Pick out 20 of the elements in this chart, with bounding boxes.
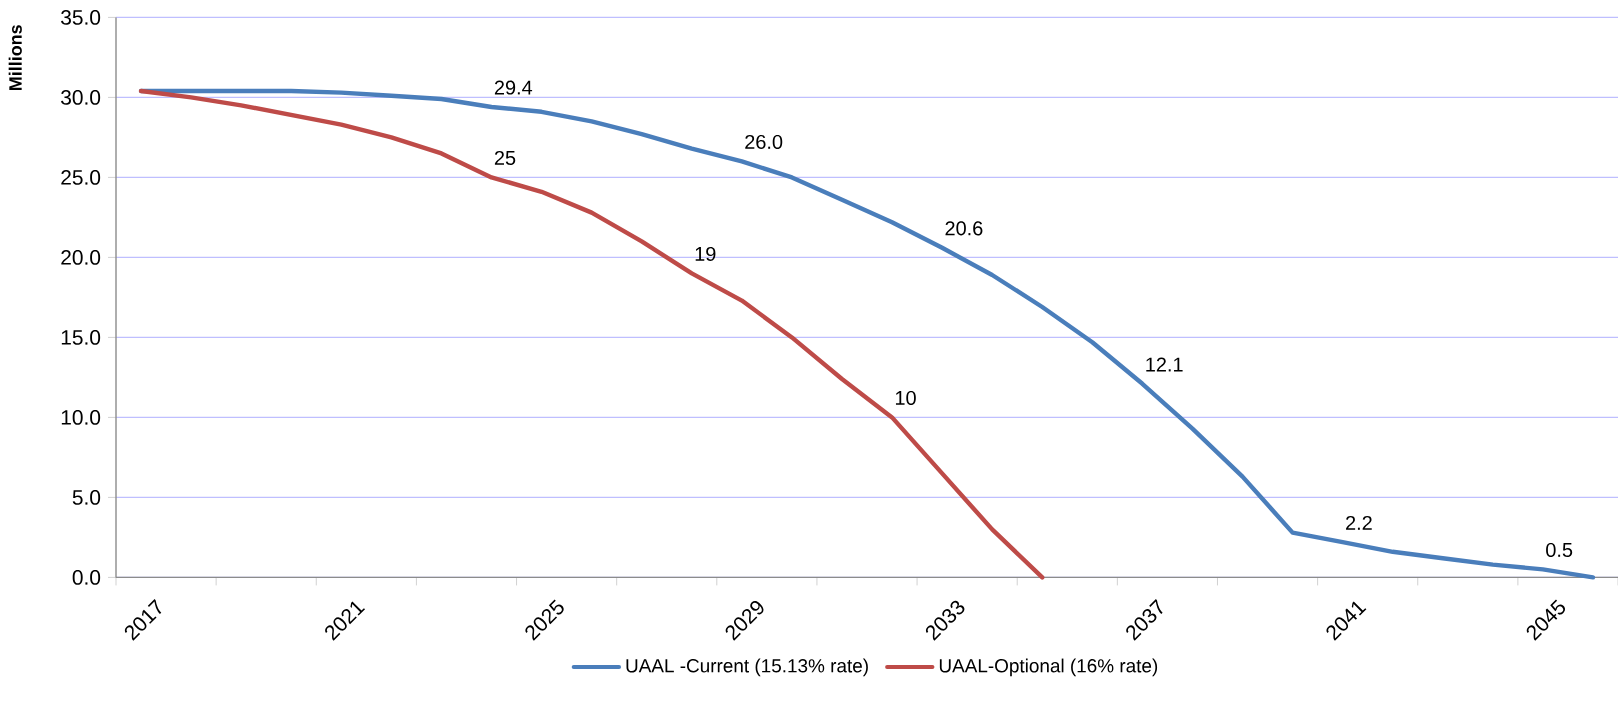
y-tick-label: 5.0 [72,490,101,505]
data-label: 26.0 [745,134,783,149]
data-label: 29.4 [494,80,533,95]
y-tick-label: 35.0 [61,10,101,25]
legend-label: UAAL-Optional (16% rate) [939,658,1158,677]
y-tick-label: 30.0 [61,90,101,105]
data-label: 20.6 [945,221,983,236]
data-label: 0.5 [1546,542,1573,557]
data-label: 10 [895,390,916,405]
y-axis-title: Millions [8,25,22,90]
y-tick-label: 15.0 [61,330,101,345]
y-tick-label: 10.0 [61,410,101,425]
data-label: 12.1 [1146,357,1183,372]
y-tick-label: 20.0 [61,250,101,265]
legend-label: UAAL -Current (15.13% rate) [626,658,868,677]
data-label: 2.2 [1346,515,1372,530]
y-tick-label: 25.0 [61,170,101,185]
data-label: 25 [494,150,516,165]
data-label: 19 [695,246,716,261]
y-tick-label: 0.0 [72,570,101,585]
